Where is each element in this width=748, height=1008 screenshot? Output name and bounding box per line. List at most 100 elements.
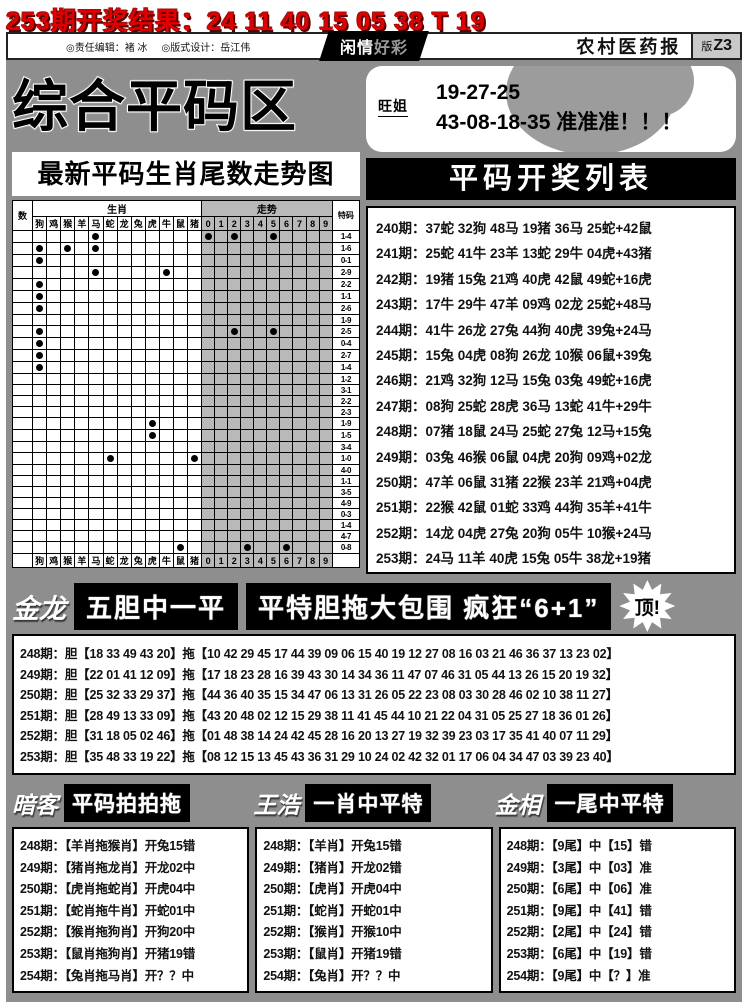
digit-cell	[227, 475, 242, 487]
zodiac-cell	[74, 242, 90, 255]
digit-cell	[201, 373, 216, 385]
zodiac-cell	[88, 452, 104, 465]
zodiac-cell	[102, 266, 118, 279]
zodiac-cell	[130, 278, 146, 291]
zodiac-cell	[172, 242, 188, 255]
digit-cell	[266, 508, 281, 520]
zodiac-cell	[60, 395, 76, 407]
digit-cell	[305, 230, 320, 243]
digit-cell	[279, 266, 294, 279]
special-label: 2-2	[331, 395, 361, 407]
zodiac-cell	[130, 337, 146, 350]
digit-cell	[292, 497, 307, 509]
zodiac-cell	[46, 278, 62, 291]
chart-row: 1-0	[11, 452, 361, 465]
right-column: 旺姐 19-27-25 43-08-18-35 准准准！！！ 平码开奖列表 24…	[366, 66, 736, 574]
chart-row: 2-2	[11, 395, 361, 407]
zodiac-cell	[102, 406, 118, 418]
zodiac-cell	[116, 406, 132, 418]
zodiac-cell	[130, 361, 146, 374]
column3-title: 一尾中平特	[546, 784, 673, 822]
zodiac-cell	[46, 314, 62, 326]
zodiac-cell	[130, 530, 146, 542]
top-strip: 253期开奖结果：24 11 40 15 05 38 T 19	[0, 0, 748, 36]
zodiac-cell	[144, 337, 160, 350]
chart-dot	[92, 245, 100, 252]
digit-cell	[292, 530, 307, 542]
digit-cell	[279, 395, 294, 407]
chart-row: 1-1	[11, 290, 361, 303]
zodiac-cell	[144, 508, 160, 520]
zodiac-cell	[46, 302, 62, 315]
zodiac-cell	[158, 302, 174, 315]
zodiac-cell	[158, 497, 174, 509]
zodiac-cell	[32, 290, 48, 303]
masthead-right: 农村医药报 版 Z3	[576, 34, 740, 58]
digit-cell	[253, 337, 268, 350]
chart-special-header: 特码	[331, 200, 361, 231]
prediction-row: 253期：【6尾】中【19】错	[506, 946, 652, 961]
digit-cell	[292, 406, 307, 418]
digit-cell	[279, 429, 294, 442]
zodiac-cell	[144, 452, 160, 465]
chart-dot	[230, 233, 238, 240]
result-row: 247期：08狗 25蛇 28虎 36马 13蛇 41牛+29牛	[376, 398, 652, 414]
digit-cell	[201, 508, 216, 520]
special-label: 2-9	[331, 266, 361, 279]
digit-cell	[201, 429, 216, 442]
zodiac-cell	[74, 254, 90, 267]
chart-dot	[148, 432, 156, 439]
zodiac-cell	[32, 530, 48, 542]
zodiac-cell	[186, 254, 203, 267]
zodiac-cell	[102, 325, 118, 338]
zodiac-cell	[144, 384, 160, 396]
digit-cell	[279, 337, 294, 350]
chart-dot	[36, 328, 44, 335]
digit-cell	[279, 314, 294, 326]
zodiac-cell	[46, 486, 62, 498]
chart-dot	[36, 293, 44, 300]
zodiac-cell	[144, 302, 160, 315]
digit-footer: 5	[266, 553, 281, 568]
zodiac-cell	[74, 541, 90, 554]
zodiac-cell	[88, 314, 104, 326]
chart-row: 2-6	[11, 302, 361, 315]
digit-cell	[318, 230, 333, 243]
digit-cell	[240, 497, 255, 509]
digit-cell	[227, 254, 242, 267]
digit-col-header: 3	[240, 216, 255, 231]
zodiac-cell	[116, 325, 132, 338]
zodiac-cell	[46, 242, 62, 255]
digit-cell	[201, 266, 216, 279]
chart-dot	[36, 305, 44, 312]
zodiac-footer: 兔	[130, 553, 146, 568]
zodiac-cell	[130, 406, 146, 418]
digit-col-header: 2	[227, 216, 242, 231]
digit-cell	[201, 290, 216, 303]
digit-cell	[201, 302, 216, 315]
zodiac-cell	[158, 290, 174, 303]
digit-cell	[266, 384, 281, 396]
zodiac-cell	[130, 452, 146, 465]
zodiac-cell	[74, 278, 90, 291]
dantuo-row: 253期：胆【35 48 33 19 22】拖【08 12 15 13 45 4…	[20, 749, 619, 764]
zodiac-cell	[172, 441, 188, 453]
digit-cell	[305, 349, 320, 362]
result-list-box: 240期：37蛇 32狗 48马 19猪 36马 25蛇+42鼠 241期：25蛇…	[366, 206, 736, 574]
zodiac-cell	[144, 497, 160, 509]
digit-cell	[292, 278, 307, 291]
left-column: 综合平码区 最新平码生肖尾数走势图 数生肖 走势 特码狗鸡猴羊马蛇龙兔虎牛鼠猪 0 1 2…	[11, 66, 361, 574]
chart-group-trend: 走势	[201, 200, 333, 217]
zodiac-cell	[46, 349, 62, 362]
zodiac-footer: 马	[88, 553, 104, 568]
zodiac-cell	[172, 406, 188, 418]
zodiac-cell	[130, 417, 146, 430]
zodiac-cell	[60, 429, 76, 442]
dantuo-box: 248期：胆【18 33 49 43 20】拖【10 42 29 45 17 4…	[12, 634, 736, 775]
digit-cell	[318, 242, 333, 255]
digit-cell	[214, 452, 229, 465]
zodiac-cell	[88, 384, 104, 396]
digit-cell	[318, 325, 333, 338]
digit-cell	[227, 541, 242, 554]
